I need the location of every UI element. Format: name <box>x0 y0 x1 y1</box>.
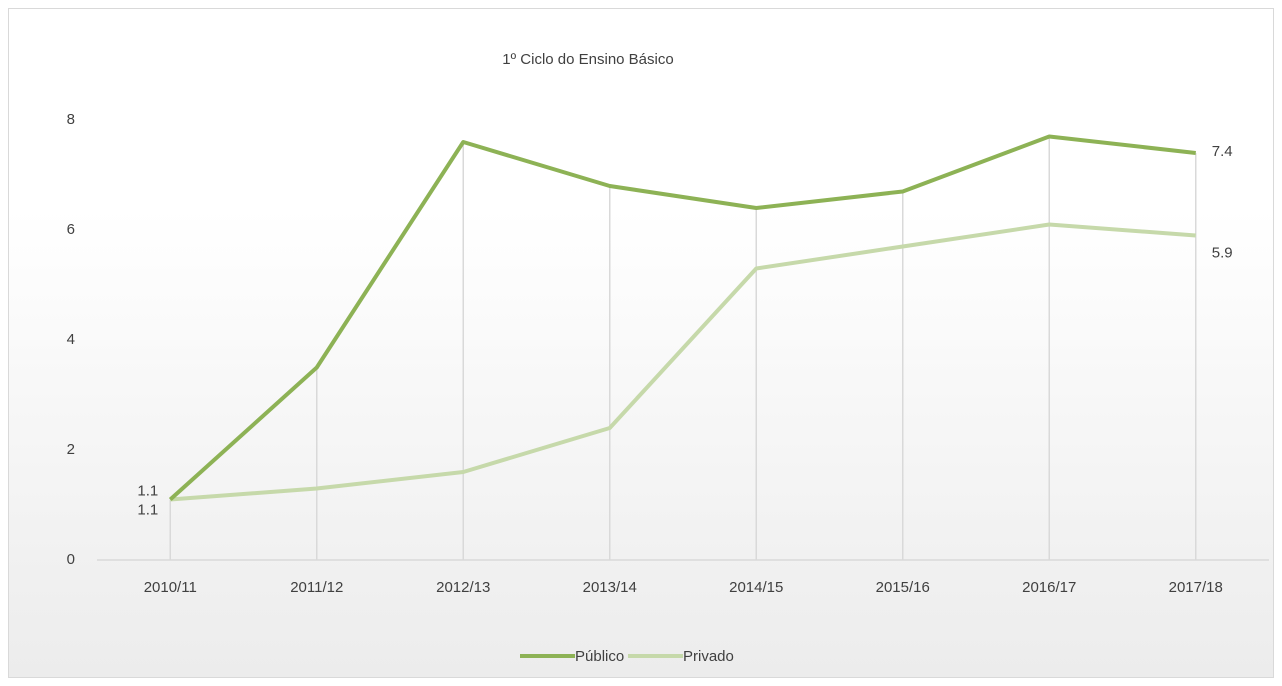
y-tick-label: 4 <box>67 331 75 348</box>
x-tick-label: 2010/11 <box>144 579 197 596</box>
data-label: 1.1 <box>137 501 158 518</box>
data-label: 7.4 <box>1212 143 1233 160</box>
x-tick-label: 2017/18 <box>1169 579 1223 596</box>
y-tick-label: 0 <box>67 551 75 568</box>
chart-title: 1º Ciclo do Ensino Básico <box>502 51 673 68</box>
x-tick-label: 2012/13 <box>436 579 490 596</box>
data-label: 5.9 <box>1212 244 1233 261</box>
series-line <box>170 222 1196 502</box>
chart-frame <box>8 8 1274 678</box>
x-tick-label: 2016/17 <box>1022 579 1076 596</box>
x-tick-label: 2011/12 <box>290 579 343 596</box>
x-tick-label: 2015/16 <box>876 579 930 596</box>
legend-label: Público <box>575 648 624 665</box>
series-line <box>168 134 1196 501</box>
y-tick-label: 8 <box>67 111 75 128</box>
legend-label: Privado <box>683 648 734 665</box>
y-tick-label: 2 <box>67 441 75 458</box>
data-label: 1.1 <box>137 482 158 499</box>
y-tick-label: 6 <box>67 221 75 238</box>
x-tick-label: 2013/14 <box>583 579 637 596</box>
x-tick-label: 2014/15 <box>729 579 783 596</box>
